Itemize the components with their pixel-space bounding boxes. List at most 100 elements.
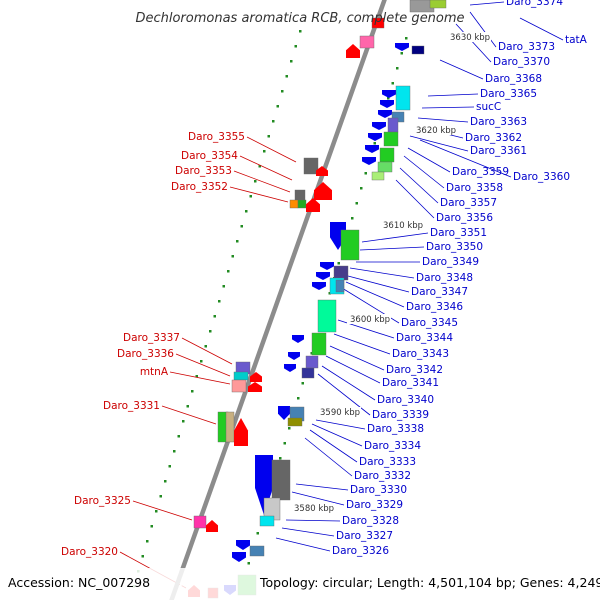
gene-label[interactable]: Daro_3361 bbox=[470, 145, 527, 157]
gene-label[interactable]: Daro_3374 bbox=[506, 0, 563, 8]
gene-label[interactable]: Daro_3354 bbox=[181, 150, 238, 162]
gene-label[interactable]: Daro_3343 bbox=[392, 348, 449, 360]
leader-line bbox=[325, 355, 381, 384]
gene-box bbox=[233, 371, 249, 381]
tick-dot bbox=[272, 120, 275, 123]
gene-box bbox=[305, 355, 319, 369]
tick-dot bbox=[279, 457, 282, 460]
gene-label[interactable]: Daro_3342 bbox=[386, 364, 443, 376]
gene-label[interactable]: Daro_3345 bbox=[401, 317, 458, 329]
gene-label[interactable]: Daro_3325 bbox=[74, 495, 131, 507]
leader-line bbox=[455, 23, 492, 63]
gene-arrow bbox=[346, 44, 360, 58]
tick-dot bbox=[150, 525, 153, 528]
gene-label[interactable]: Daro_3350 bbox=[426, 241, 483, 253]
gene-arrow bbox=[378, 110, 392, 118]
gene-box bbox=[294, 189, 306, 201]
gene-label[interactable]: Daro_3330 bbox=[350, 484, 407, 496]
gene-arrow bbox=[306, 198, 320, 212]
gene-box bbox=[231, 379, 247, 393]
gene-label[interactable]: Daro_3351 bbox=[430, 227, 487, 239]
gene-label[interactable]: tatA bbox=[565, 34, 588, 46]
leader-line bbox=[399, 167, 439, 204]
gene-label[interactable]: Daro_3368 bbox=[485, 73, 542, 85]
leader-line bbox=[419, 139, 512, 178]
gene-label[interactable]: Daro_3360 bbox=[513, 171, 570, 183]
leader-line bbox=[281, 527, 335, 537]
gene-label[interactable]: Daro_3353 bbox=[175, 165, 232, 177]
gene-box bbox=[317, 299, 337, 333]
gene-label[interactable]: Daro_3348 bbox=[416, 272, 473, 284]
gene-arrow bbox=[368, 133, 382, 141]
gene-label[interactable]: Daro_3326 bbox=[332, 545, 389, 557]
gene-box bbox=[387, 117, 399, 133]
leader-line bbox=[409, 135, 469, 152]
gene-label[interactable]: Daro_3336 bbox=[117, 348, 174, 360]
gene-label[interactable]: Daro_3357 bbox=[440, 197, 497, 209]
gene-labels[interactable]: Daro_3374 tatA Daro_3373 Daro_3370 Daro_3368… bbox=[61, 0, 588, 558]
gene-arrow bbox=[362, 157, 376, 165]
gene-box bbox=[383, 131, 399, 147]
gene-label[interactable]: Daro_3333 bbox=[359, 456, 416, 468]
gene-label[interactable]: Daro_3346 bbox=[406, 301, 463, 313]
leader-line bbox=[315, 419, 366, 430]
leader-line bbox=[469, 1, 505, 6]
leader-line bbox=[285, 519, 341, 522]
kbp-mark: 3580 kbp bbox=[294, 504, 334, 514]
gene-label[interactable]: Daro_3344 bbox=[396, 332, 453, 344]
leader-line bbox=[427, 93, 479, 97]
gene-label[interactable]: Daro_3337 bbox=[123, 332, 180, 344]
gene-box bbox=[411, 45, 425, 55]
gene-label[interactable]: Daro_3341 bbox=[382, 377, 439, 389]
tick-dot bbox=[204, 345, 207, 348]
gene-box bbox=[271, 459, 291, 501]
gene-label[interactable]: Daro_3373 bbox=[498, 41, 555, 53]
gene-label[interactable]: Daro_3358 bbox=[446, 182, 503, 194]
tick-dot bbox=[209, 330, 212, 333]
tick-dot bbox=[222, 285, 225, 288]
kbp-mark-background bbox=[447, 32, 491, 42]
tick-dot bbox=[177, 435, 180, 438]
gene-label[interactable]: sucC bbox=[476, 101, 501, 113]
gene-label[interactable]: Daro_3327 bbox=[336, 530, 393, 542]
backbone-highlight bbox=[174, 0, 390, 600]
leader-line bbox=[246, 136, 297, 163]
gene-label[interactable]: Daro_3334 bbox=[364, 440, 421, 452]
tick-dot bbox=[391, 82, 394, 85]
gene-box bbox=[335, 279, 345, 293]
map-title: Dechloromonas aromatica RCB, complete ge… bbox=[135, 11, 464, 26]
gene-label[interactable]: Daro_3359 bbox=[452, 166, 509, 178]
gene-label[interactable]: Daro_3331 bbox=[103, 400, 160, 412]
tick-dot bbox=[360, 187, 363, 190]
gene-box bbox=[303, 157, 319, 175]
gene-label[interactable]: mtnA bbox=[140, 366, 169, 378]
gene-features bbox=[188, 0, 447, 599]
gene-label[interactable]: Daro_3320 bbox=[61, 546, 118, 558]
gene-label[interactable]: Daro_3349 bbox=[422, 256, 479, 268]
tick-dot bbox=[351, 217, 354, 220]
gene-label[interactable]: Daro_3328 bbox=[342, 515, 399, 527]
gene-label[interactable]: Daro_3338 bbox=[367, 423, 424, 435]
gene-label[interactable]: Daro_3329 bbox=[346, 499, 403, 511]
kbp-mark: 3600 kbp bbox=[350, 315, 390, 325]
gene-label[interactable]: Daro_3362 bbox=[465, 132, 522, 144]
gene-arrow bbox=[316, 272, 330, 280]
tick-dot bbox=[290, 60, 293, 63]
gene-label[interactable]: Daro_3339 bbox=[372, 409, 429, 421]
gene-label[interactable]: Daro_3365 bbox=[480, 88, 537, 100]
gene-label[interactable]: Daro_3355 bbox=[188, 131, 245, 143]
kbp-mark: 3590 kbp bbox=[320, 408, 360, 418]
gene-label[interactable]: Daro_3347 bbox=[411, 286, 468, 298]
gene-label[interactable]: Daro_3370 bbox=[493, 56, 550, 68]
gene-label[interactable]: Daro_3352 bbox=[171, 181, 228, 193]
gene-arrow bbox=[206, 520, 218, 532]
tick-dot bbox=[213, 315, 216, 318]
gene-label[interactable]: Daro_3340 bbox=[377, 394, 434, 406]
gene-box bbox=[259, 515, 275, 527]
gene-label[interactable]: Daro_3332 bbox=[354, 470, 411, 482]
gene-label[interactable]: Daro_3356 bbox=[436, 212, 493, 224]
footer-background bbox=[0, 568, 600, 600]
tick-dot bbox=[373, 142, 376, 145]
tick-dot bbox=[299, 30, 302, 33]
gene-label[interactable]: Daro_3363 bbox=[470, 116, 527, 128]
